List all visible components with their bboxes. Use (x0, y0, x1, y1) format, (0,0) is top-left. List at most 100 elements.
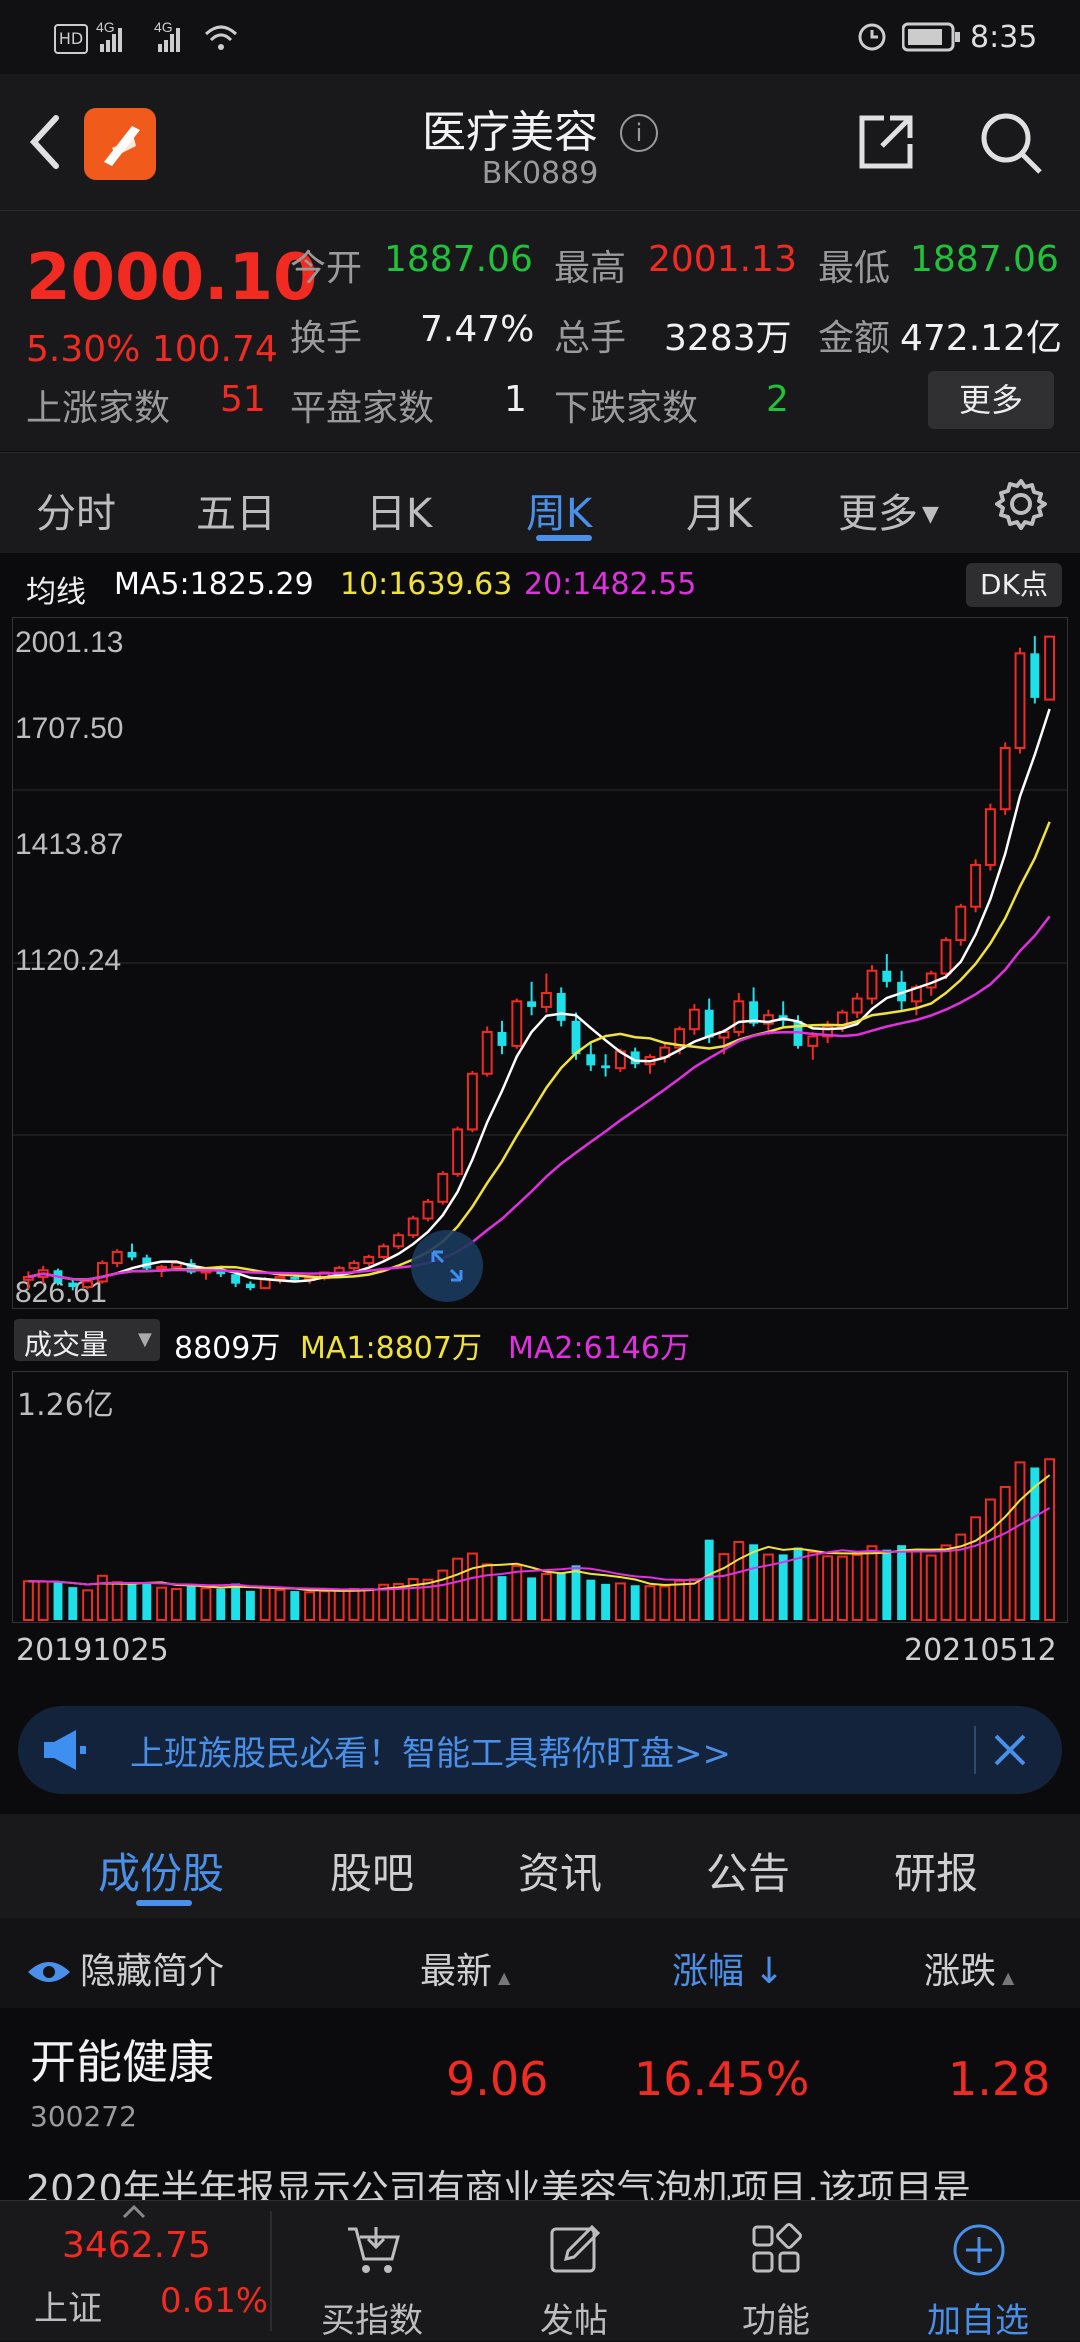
tab-daily-k[interactable]: 日K (366, 491, 433, 537)
volume-bar (556, 1572, 566, 1620)
dk-point-button[interactable]: DK点 (966, 563, 1062, 607)
low-value: 1887.06 (910, 239, 1059, 280)
volume-bar (688, 1578, 700, 1622)
caret-down-icon: ▼ (138, 1329, 152, 1350)
candle-body (452, 1128, 464, 1175)
price-axis-label: 2001.13 (15, 626, 123, 659)
amount-value: 472.12亿 (900, 318, 1062, 359)
expand-icon[interactable] (409, 1228, 485, 1304)
sort-caret-icon: ▲ (1002, 1968, 1015, 1987)
candle-body (851, 997, 863, 1014)
candle-body (601, 1065, 611, 1069)
nav-post[interactable]: 发帖 (474, 2201, 674, 2341)
info-icon[interactable]: i (620, 114, 658, 152)
candle-body (1030, 653, 1040, 698)
volume-panel[interactable]: 1.26亿 (12, 1371, 1068, 1623)
board-code: BK0889 (481, 156, 599, 191)
volume-bar (749, 1544, 759, 1620)
volume-value: 8809万 (174, 1331, 281, 1366)
indicator-selector[interactable]: 成交量 ▼ (14, 1319, 160, 1361)
candle-body (674, 1028, 686, 1049)
nav-buy-index[interactable]: 买指数 (272, 2201, 472, 2341)
alarm-icon (858, 23, 886, 51)
candle-body (82, 1280, 94, 1288)
ma-legend-label: 均线 (26, 575, 86, 610)
candle-body (540, 991, 552, 1008)
volume-bar (142, 1582, 152, 1620)
tab-more[interactable]: 更多 ▼ (838, 481, 939, 539)
volume-bar (156, 1586, 168, 1621)
volume-bar (68, 1587, 78, 1620)
volume-bar (851, 1553, 863, 1622)
megaphone-icon (44, 1730, 86, 1770)
flat-count: 1 (504, 379, 527, 420)
volume-bar (984, 1498, 996, 1621)
tab-monthly-k[interactable]: 月K (686, 491, 753, 537)
page-title: 医疗美容 i (0, 96, 1080, 160)
volume-bar (231, 1583, 241, 1620)
up-count: 51 (220, 379, 266, 420)
tab-research[interactable]: 研报 (894, 1849, 979, 1898)
tab-announcements[interactable]: 公告 (706, 1849, 791, 1898)
flat-count-label: 平盘家数 (290, 388, 435, 429)
content-tabs: 成份股 股吧 资讯 公告 研报 (0, 1814, 1080, 1918)
volume-bar (822, 1555, 834, 1621)
volume-bar (348, 1587, 360, 1622)
volume-bar (704, 1539, 714, 1620)
volume-bar (96, 1574, 108, 1621)
eye-icon (28, 1962, 70, 1982)
share-icon[interactable] (854, 110, 918, 174)
tab-forum[interactable]: 股吧 (330, 1849, 415, 1898)
change-value: 100.74 (151, 329, 278, 370)
volume-bar (1014, 1461, 1026, 1621)
tab-constituents[interactable]: 成份股 (98, 1849, 225, 1898)
tab-news[interactable]: 资讯 (518, 1849, 603, 1898)
volume-bar (718, 1553, 730, 1622)
volume-bar (970, 1516, 982, 1621)
volume-bar (910, 1550, 922, 1621)
down-count: 2 (766, 379, 789, 420)
volume-bar (897, 1545, 907, 1620)
candle-body (348, 1262, 360, 1270)
settings-gear-icon[interactable] (994, 477, 1048, 531)
volume-bar (882, 1549, 892, 1620)
sort-latest[interactable]: 最新 ▲ (420, 1942, 510, 1994)
more-button[interactable]: 更多 (928, 371, 1054, 429)
volume-chart (22, 1458, 1056, 1622)
close-icon[interactable] (990, 1730, 1030, 1770)
candle-body (156, 1265, 168, 1270)
annotation-bubble[interactable] (13, 1258, 63, 1308)
nav-functions[interactable]: 功能 (676, 2201, 876, 2341)
ma5-line (28, 708, 1051, 1283)
search-icon[interactable] (978, 110, 1044, 176)
hide-intro-toggle[interactable]: 隐藏简介 (26, 1942, 224, 1994)
volume-bar (659, 1585, 671, 1621)
candle-body (186, 1263, 196, 1273)
ma5-value: MA5:1825.29 (114, 567, 314, 602)
sort-change[interactable]: 涨跌 ▲ (924, 1942, 1014, 1994)
candle-body (749, 1001, 759, 1024)
candle-body (170, 1262, 182, 1268)
candle-body (970, 863, 982, 908)
volume-bar (925, 1554, 937, 1621)
stock-latest: 9.06 (446, 2052, 549, 2106)
tab-weekly-k[interactable]: 周K (526, 491, 593, 537)
index-ticker[interactable]: 3462.75 上证 0.61% (0, 2201, 270, 2341)
price-panel[interactable]: 2001.13 1707.50 1413.87 1120.24 826.61 (12, 617, 1068, 1309)
volume-bar (614, 1582, 626, 1622)
candle-body (556, 992, 566, 1021)
ad-banner[interactable]: 上班族股民必看！智能工具帮你盯盘>> (18, 1706, 1062, 1794)
tab-intraday[interactable]: 分时 (36, 491, 116, 537)
back-icon[interactable] (24, 112, 64, 172)
cart-icon (348, 2227, 400, 2273)
candle-body (762, 1014, 774, 1025)
volume-bar (318, 1590, 330, 1621)
volume-bar (170, 1587, 182, 1622)
volume-bar (644, 1585, 656, 1622)
edit-icon (550, 2224, 601, 2273)
tab-five-day[interactable]: 五日 (196, 491, 276, 537)
change-percent: 5.30% (26, 329, 141, 370)
turnover-value: 7.47% (420, 309, 535, 350)
nav-add-watchlist[interactable]: 加自选 (878, 2201, 1078, 2341)
sort-change-pct[interactable]: 涨幅 ↓ (672, 1942, 784, 1994)
